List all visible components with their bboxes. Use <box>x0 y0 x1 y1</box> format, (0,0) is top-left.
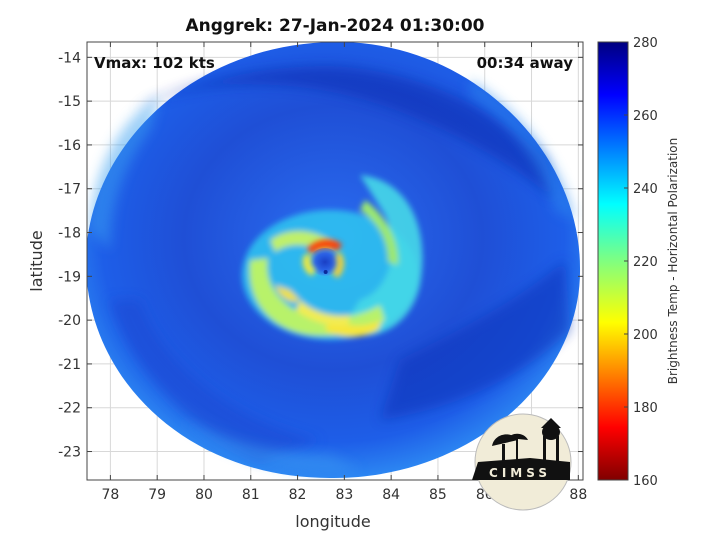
colorbar-ticks: 280 260 240 220 200 180 160 <box>624 36 658 489</box>
x-axis-label: longitude <box>295 512 370 531</box>
x-tick-label: 78 <box>101 487 119 503</box>
x-tick-label: 80 <box>195 487 213 503</box>
cimss-logo-text: CIMSS <box>489 466 551 480</box>
plot-frame <box>86 41 584 481</box>
vmax-annotation: Vmax: 102 kts <box>94 54 215 72</box>
colorbar-label: Brightness Temp - Horizontal Polarizatio… <box>666 138 680 385</box>
colorbar-tick-label: 200 <box>633 328 658 343</box>
y-tick-label: -23 <box>58 445 81 461</box>
y-axis-ticks: -14 -15 -16 -17 -18 -19 -20 -21 -22 -23 <box>58 50 583 461</box>
x-tick-label: 79 <box>148 487 166 503</box>
microwave-swath-image <box>87 42 581 479</box>
time-offset-annotation: 00:34 away <box>477 54 574 72</box>
eyewall <box>302 239 344 278</box>
storm-eye <box>309 248 341 276</box>
x-tick-label: 81 <box>242 487 260 503</box>
chart-title: Anggrek: 27-Jan-2024 01:30:00 <box>185 16 484 36</box>
y-tick-label: -20 <box>58 313 81 329</box>
cimss-logo: CIMSS <box>472 413 572 511</box>
colorbar-tick-label: 240 <box>633 182 658 197</box>
colorbar-tick-label: 180 <box>633 401 658 416</box>
colorbar-tick-label: 260 <box>633 109 658 124</box>
colorbar-tick-label: 220 <box>633 255 658 270</box>
y-tick-label: -14 <box>58 50 81 66</box>
y-tick-label: -16 <box>58 138 81 154</box>
y-tick-label: -17 <box>58 182 81 198</box>
dark-cloud-bands <box>110 66 570 460</box>
x-tick-label: 84 <box>382 487 400 503</box>
colorbar-tick-label: 280 <box>633 36 658 51</box>
y-tick-label: -19 <box>58 269 81 285</box>
x-tick-label: 88 <box>569 487 587 503</box>
cimss-observatory-logo-icon <box>472 418 570 480</box>
y-tick-label: -22 <box>58 401 81 417</box>
y-tick-label: -15 <box>58 94 81 110</box>
x-tick-label: 83 <box>335 487 353 503</box>
storm-center-marker <box>323 269 328 274</box>
x-tick-label: 85 <box>429 487 447 503</box>
y-tick-label: -18 <box>58 226 81 242</box>
colorbar <box>597 41 629 481</box>
colorbar-tick-label: 160 <box>633 474 658 489</box>
x-axis-ticks: 7879808182838485868788 <box>101 42 587 503</box>
x-tick-label: 82 <box>289 487 307 503</box>
y-tick-label: -21 <box>58 357 81 373</box>
y-axis-label: latitude <box>27 230 46 291</box>
